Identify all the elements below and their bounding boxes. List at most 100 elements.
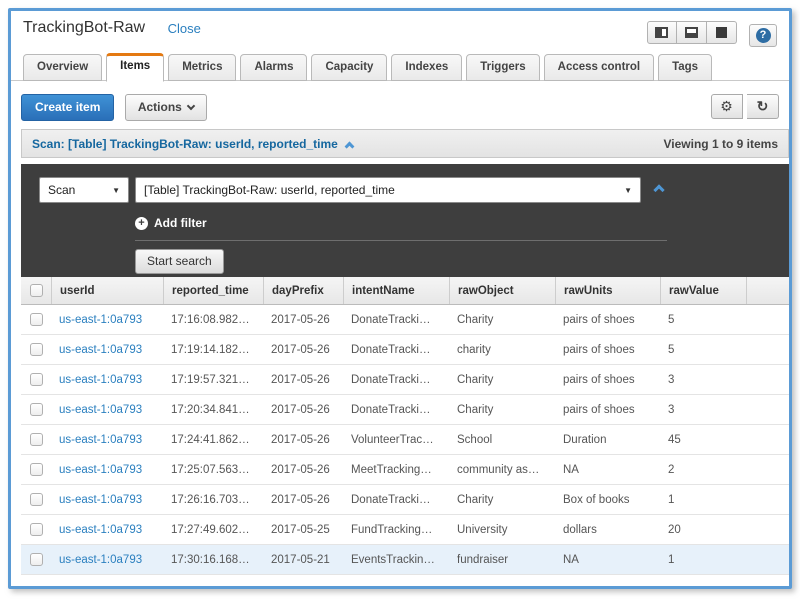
cell-intentName: DonateTracki… xyxy=(351,403,431,416)
userid-link[interactable]: us-east-1:0a793 xyxy=(59,433,143,446)
collapse-chevron-up-icon[interactable] xyxy=(344,141,355,152)
page-title: TrackingBot-Raw xyxy=(23,19,146,36)
tab-indexes[interactable]: Indexes xyxy=(391,54,463,81)
split-vertical-view-button[interactable] xyxy=(646,21,677,44)
row-checkbox[interactable] xyxy=(29,523,43,536)
cell-rawValue: 3 xyxy=(668,373,675,386)
split-horizontal-view-button[interactable] xyxy=(676,21,707,44)
cell-rawObject: Charity xyxy=(457,373,494,386)
close-link[interactable]: Close xyxy=(167,20,201,36)
row-checkbox-cell xyxy=(21,395,51,424)
cell-rawValue: 1 xyxy=(668,553,675,566)
cell-rawValue: 20 xyxy=(668,523,681,536)
start-search-button[interactable]: Start search xyxy=(135,249,224,274)
cell-userId: us-east-1:0a793 xyxy=(51,455,163,484)
userid-link[interactable]: us-east-1:0a793 xyxy=(59,313,143,326)
tab-items[interactable]: Items xyxy=(106,53,165,82)
table-row: us-east-1:0a793 17:19:57.321… 2017-05-26 Do… xyxy=(21,365,789,395)
row-checkbox[interactable] xyxy=(29,403,43,416)
cell-reported_time: 17:19:57.321… xyxy=(171,373,250,386)
row-checkbox-cell xyxy=(21,545,51,574)
items-table: userId reported_time dayPrefix intentName ra… xyxy=(21,277,789,575)
tab-metrics[interactable]: Metrics xyxy=(168,54,237,81)
select-all-checkbox[interactable] xyxy=(29,284,43,297)
column-header-dayPrefix[interactable]: dayPrefix xyxy=(263,277,343,304)
cell-rawObject: University xyxy=(457,523,508,536)
cell-dayPrefix: 2017-05-26 xyxy=(271,343,330,356)
tab-access-control[interactable]: Access control xyxy=(543,54,655,81)
cell-rawObject: Charity xyxy=(457,403,494,416)
userid-link[interactable]: us-east-1:0a793 xyxy=(59,373,143,386)
scan-filter-panel: Scan ▼ [Table] TrackingBot-Raw: userId, … xyxy=(21,164,789,277)
cell-rawValue: 3 xyxy=(668,403,675,416)
cell-userId: us-east-1:0a793 xyxy=(51,545,163,574)
row-checkbox-cell xyxy=(21,305,51,334)
cell-reported_time: 17:20:34.841… xyxy=(171,403,250,416)
add-filter-link[interactable]: + Add filter xyxy=(135,216,207,230)
userid-link[interactable]: us-east-1:0a793 xyxy=(59,553,143,566)
cell-userId: us-east-1:0a793 xyxy=(51,365,163,394)
table-row: us-east-1:0a793 17:25:07.563… 2017-05-26 Me… xyxy=(21,455,789,485)
full-view-button[interactable] xyxy=(706,21,737,44)
row-filler xyxy=(746,425,789,454)
userid-link[interactable]: us-east-1:0a793 xyxy=(59,493,143,506)
row-checkbox[interactable] xyxy=(29,493,43,506)
dynamodb-table-window: TrackingBot-Raw Close ? Overview Items Met… xyxy=(8,8,792,589)
row-checkbox[interactable] xyxy=(29,463,43,476)
row-checkbox-cell xyxy=(21,365,51,394)
cell-rawObject: Charity xyxy=(457,493,494,506)
tab-overview[interactable]: Overview xyxy=(23,54,103,81)
settings-button[interactable]: ⚙ xyxy=(710,94,743,119)
row-checkbox[interactable] xyxy=(29,433,43,446)
column-header-rawValue[interactable]: rawValue xyxy=(660,277,746,304)
column-header-intentName[interactable]: intentName xyxy=(343,277,449,304)
cell-dayPrefix: 2017-05-26 xyxy=(271,313,330,326)
row-checkbox[interactable] xyxy=(29,343,43,356)
table-header-row: userId reported_time dayPrefix intentName ra… xyxy=(21,277,789,305)
cell-rawValue: 2 xyxy=(668,463,675,476)
tab-tags[interactable]: Tags xyxy=(658,54,713,81)
cell-rawUnits: NA xyxy=(563,553,579,566)
operation-select[interactable]: Scan ▼ xyxy=(39,177,129,203)
target-select[interactable]: [Table] TrackingBot-Raw: userId, reporte… xyxy=(135,177,641,203)
refresh-button[interactable]: ↻ xyxy=(747,94,779,119)
cell-reported_time: 17:24:41.862… xyxy=(171,433,250,446)
tab-capacity[interactable]: Capacity xyxy=(311,54,388,81)
column-header-userId[interactable]: userId xyxy=(51,277,163,304)
tab-alarms[interactable]: Alarms xyxy=(240,54,308,81)
create-item-button[interactable]: Create item xyxy=(21,94,115,121)
tab-triggers[interactable]: Triggers xyxy=(466,54,540,81)
row-filler xyxy=(746,545,789,574)
scan-summary-bar[interactable]: Scan: [Table] TrackingBot-Raw: userId, r… xyxy=(21,129,789,158)
cell-intentName: VolunteerTrac… xyxy=(351,433,434,446)
cell-reported_time: 17:30:16.168… xyxy=(171,553,250,566)
help-icon: ? xyxy=(755,27,771,43)
cell-rawValue: 1 xyxy=(668,493,675,506)
cell-rawObject: charity xyxy=(457,343,491,356)
help-button[interactable]: ? xyxy=(749,23,777,47)
actions-dropdown-button[interactable]: Actions xyxy=(124,94,207,121)
cell-userId: us-east-1:0a793 xyxy=(51,305,163,334)
row-checkbox[interactable] xyxy=(29,313,43,326)
select-all-checkbox-cell xyxy=(21,277,51,304)
table-body: us-east-1:0a793 17:16:08.982… 2017-05-26 Do… xyxy=(21,305,789,575)
cell-rawValue: 5 xyxy=(668,343,675,356)
row-checkbox[interactable] xyxy=(29,373,43,386)
userid-link[interactable]: us-east-1:0a793 xyxy=(59,463,143,476)
column-header-rawUnits[interactable]: rawUnits xyxy=(555,277,660,304)
userid-link[interactable]: us-east-1:0a793 xyxy=(59,343,143,356)
row-checkbox[interactable] xyxy=(29,553,43,566)
cell-intentName: DonateTracki… xyxy=(351,313,431,326)
row-checkbox-cell xyxy=(21,425,51,454)
scan-summary-text: Scan: [Table] TrackingBot-Raw: userId, r… xyxy=(32,136,338,151)
userid-link[interactable]: us-east-1:0a793 xyxy=(59,523,143,536)
plus-icon: + xyxy=(135,216,148,230)
row-filler xyxy=(746,515,789,544)
cell-rawValue: 5 xyxy=(668,313,675,326)
full-view-icon xyxy=(715,27,727,38)
panel-collapse-chevron-icon[interactable] xyxy=(653,184,665,196)
column-header-reported_time[interactable]: reported_time xyxy=(163,277,263,304)
column-header-rawObject[interactable]: rawObject xyxy=(449,277,555,304)
cell-rawObject: fundraiser xyxy=(457,553,509,566)
userid-link[interactable]: us-east-1:0a793 xyxy=(59,403,143,416)
